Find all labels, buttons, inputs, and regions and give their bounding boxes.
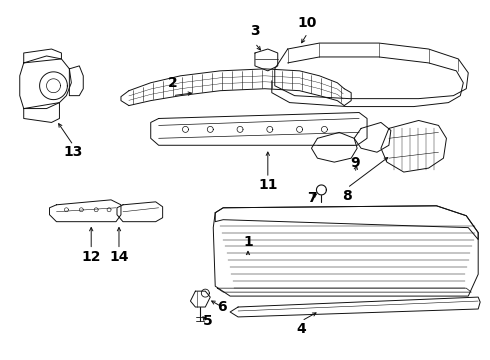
Text: 2: 2 (168, 76, 177, 90)
Text: 3: 3 (250, 24, 260, 38)
Text: 4: 4 (296, 322, 306, 336)
Text: 8: 8 (343, 189, 352, 203)
Text: 6: 6 (218, 300, 227, 314)
Text: 9: 9 (350, 156, 360, 170)
Text: 11: 11 (258, 178, 277, 192)
Text: 14: 14 (109, 251, 129, 264)
Text: 7: 7 (307, 191, 317, 205)
Text: 12: 12 (81, 251, 101, 264)
Text: 10: 10 (298, 16, 317, 30)
Text: 13: 13 (64, 145, 83, 159)
Text: 1: 1 (243, 234, 253, 248)
Text: 5: 5 (202, 314, 212, 328)
